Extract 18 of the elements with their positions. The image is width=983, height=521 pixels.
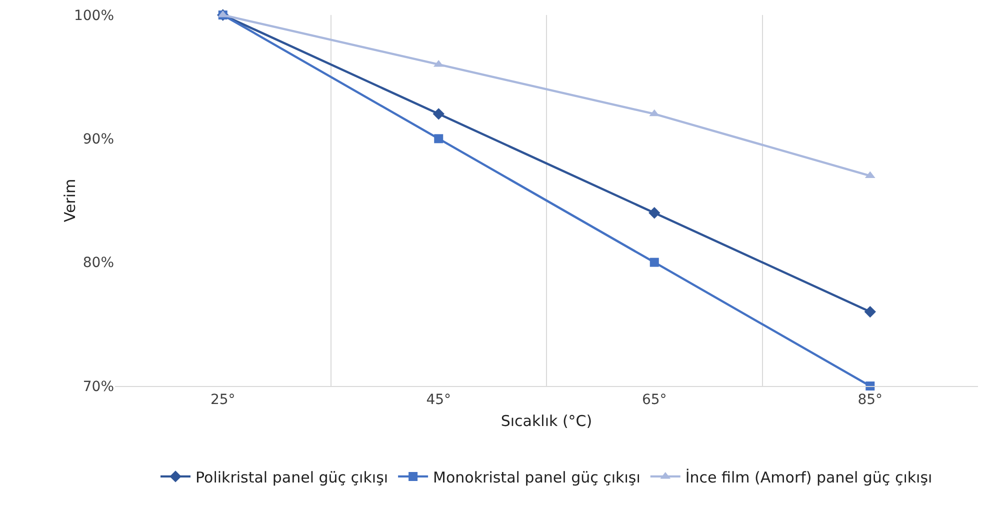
y-tick-label: 90% [82,132,114,148]
y-tick-label: 80% [82,255,114,272]
y-axis-title: Verim [61,178,79,222]
point [650,258,659,267]
legend-label: Polikristal panel güç çıkışı [196,468,388,486]
x-axis-title: Sıcaklık (°C) [500,412,592,430]
x-tick-label: 85° [858,392,883,408]
legend-label: İnce film (Amorf) panel güç çıkışı [685,468,932,486]
point [648,207,660,219]
point [434,134,444,144]
point [432,108,444,120]
x-tick-label: 65° [642,392,667,408]
legend-label: Monokristal panel güç çıkışı [433,468,640,486]
x-tick-label: 45° [426,392,452,408]
x-tick-label: 25° [210,392,236,408]
point [864,306,876,318]
y-tick-label: 100% [74,8,114,24]
y-tick-label: 70% [82,378,114,395]
